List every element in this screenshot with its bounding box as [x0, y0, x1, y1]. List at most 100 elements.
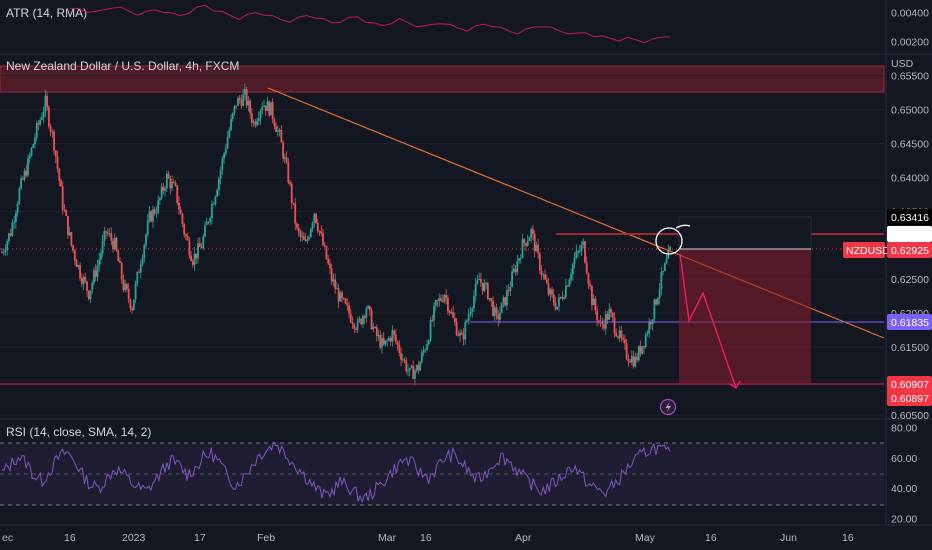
- candle-body: [342, 298, 345, 300]
- candle-body: [212, 203, 215, 205]
- candle-body: [604, 314, 607, 329]
- currency-label: USD: [891, 58, 914, 70]
- candle-body: [179, 209, 182, 214]
- candle-body: [349, 313, 352, 322]
- candle-body: [450, 312, 453, 314]
- rsi-axis: 80.00 60.00 40.00 20.00: [891, 423, 917, 526]
- candle-body: [259, 110, 262, 119]
- candle-body: [514, 268, 517, 273]
- candle-body: [35, 123, 38, 138]
- candle-body: [80, 278, 83, 284]
- price-tick-label: 0.65500: [891, 71, 929, 83]
- candle-body: [504, 297, 507, 306]
- candle-body: [148, 211, 151, 221]
- candle-body: [16, 203, 19, 213]
- candle-body: [120, 262, 123, 280]
- candle-body: [575, 251, 578, 258]
- candle-body: [132, 299, 135, 311]
- candle-body: [511, 271, 514, 287]
- atr-line: [69, 4, 671, 44]
- candle-body: [426, 343, 428, 350]
- lightning-icon[interactable]: [659, 398, 677, 416]
- candle-body: [554, 302, 557, 310]
- candle-body: [185, 234, 187, 237]
- candle-body: [250, 113, 253, 123]
- candle-body: [54, 150, 57, 157]
- candle-body: [438, 298, 441, 302]
- candle-body: [512, 268, 515, 272]
- candle-body: [202, 236, 205, 249]
- candle-body: [452, 312, 455, 318]
- candle-body: [568, 279, 571, 287]
- time-tick-label: 16: [420, 532, 432, 544]
- candle-body: [124, 284, 127, 291]
- candle-body: [334, 279, 337, 289]
- candle-body: [353, 324, 356, 329]
- candle-body: [146, 220, 149, 235]
- candle-body: [486, 283, 489, 300]
- candle-body: [440, 298, 442, 301]
- price-tag: [887, 376, 932, 392]
- candle-body: [287, 162, 290, 183]
- candle-body: [585, 262, 588, 274]
- candle-body: [552, 294, 555, 303]
- candle-body: [2, 251, 5, 253]
- candle-body: [632, 356, 635, 367]
- candle-body: [306, 238, 309, 241]
- candle-body: [379, 335, 382, 348]
- candle-body: [181, 213, 184, 225]
- candle-body: [289, 182, 291, 184]
- time-tick-label: Feb: [257, 532, 275, 544]
- candle-body: [355, 328, 357, 330]
- price-tick-label: 0.64500: [891, 138, 929, 150]
- candle-body: [242, 94, 245, 106]
- candle-body: [436, 300, 439, 302]
- candle-body: [414, 370, 416, 379]
- candle-body: [105, 231, 108, 233]
- candle-body: [544, 274, 546, 280]
- candle-body: [519, 258, 522, 260]
- candle-body: [8, 233, 10, 242]
- candle-body: [368, 306, 371, 311]
- candle-body: [455, 322, 458, 336]
- candle-body: [639, 346, 642, 354]
- candle-body: [493, 307, 496, 316]
- candle-body: [217, 178, 220, 190]
- short-stop-zone: [678, 216, 812, 250]
- candle-body: [13, 222, 16, 224]
- candle-body: [394, 334, 397, 342]
- candle-body: [384, 340, 387, 345]
- candle-body: [47, 107, 50, 127]
- candle-body: [374, 326, 376, 328]
- candle-body: [650, 321, 652, 325]
- candle-body: [329, 263, 331, 269]
- candle-body: [145, 234, 147, 245]
- candle-body: [112, 240, 114, 250]
- candle-body: [108, 233, 111, 235]
- candle-body: [533, 233, 536, 252]
- candle-body: [669, 247, 671, 251]
- candle-body: [497, 313, 500, 320]
- candle-body: [495, 307, 498, 314]
- candle-body: [67, 215, 69, 236]
- candle-body: [214, 196, 217, 204]
- candle-body: [11, 222, 14, 236]
- candle-body: [339, 292, 342, 302]
- candle-body: [183, 224, 186, 235]
- candle-body: [249, 100, 252, 114]
- candle-body: [490, 298, 493, 301]
- candle-body: [216, 189, 219, 197]
- candle-body: [257, 118, 260, 122]
- candle-body: [407, 370, 409, 372]
- price-tag: [887, 226, 932, 242]
- candle-body: [547, 283, 550, 295]
- atr-panel: ATR (14, RMA) 0.00400 0.00200: [6, 4, 929, 48]
- candle-body: [178, 202, 180, 210]
- candle-body: [228, 129, 231, 138]
- candle-body: [483, 283, 486, 292]
- candle-body: [72, 245, 75, 251]
- price-tick-label: 0.60500: [891, 410, 929, 422]
- candle-body: [330, 268, 333, 282]
